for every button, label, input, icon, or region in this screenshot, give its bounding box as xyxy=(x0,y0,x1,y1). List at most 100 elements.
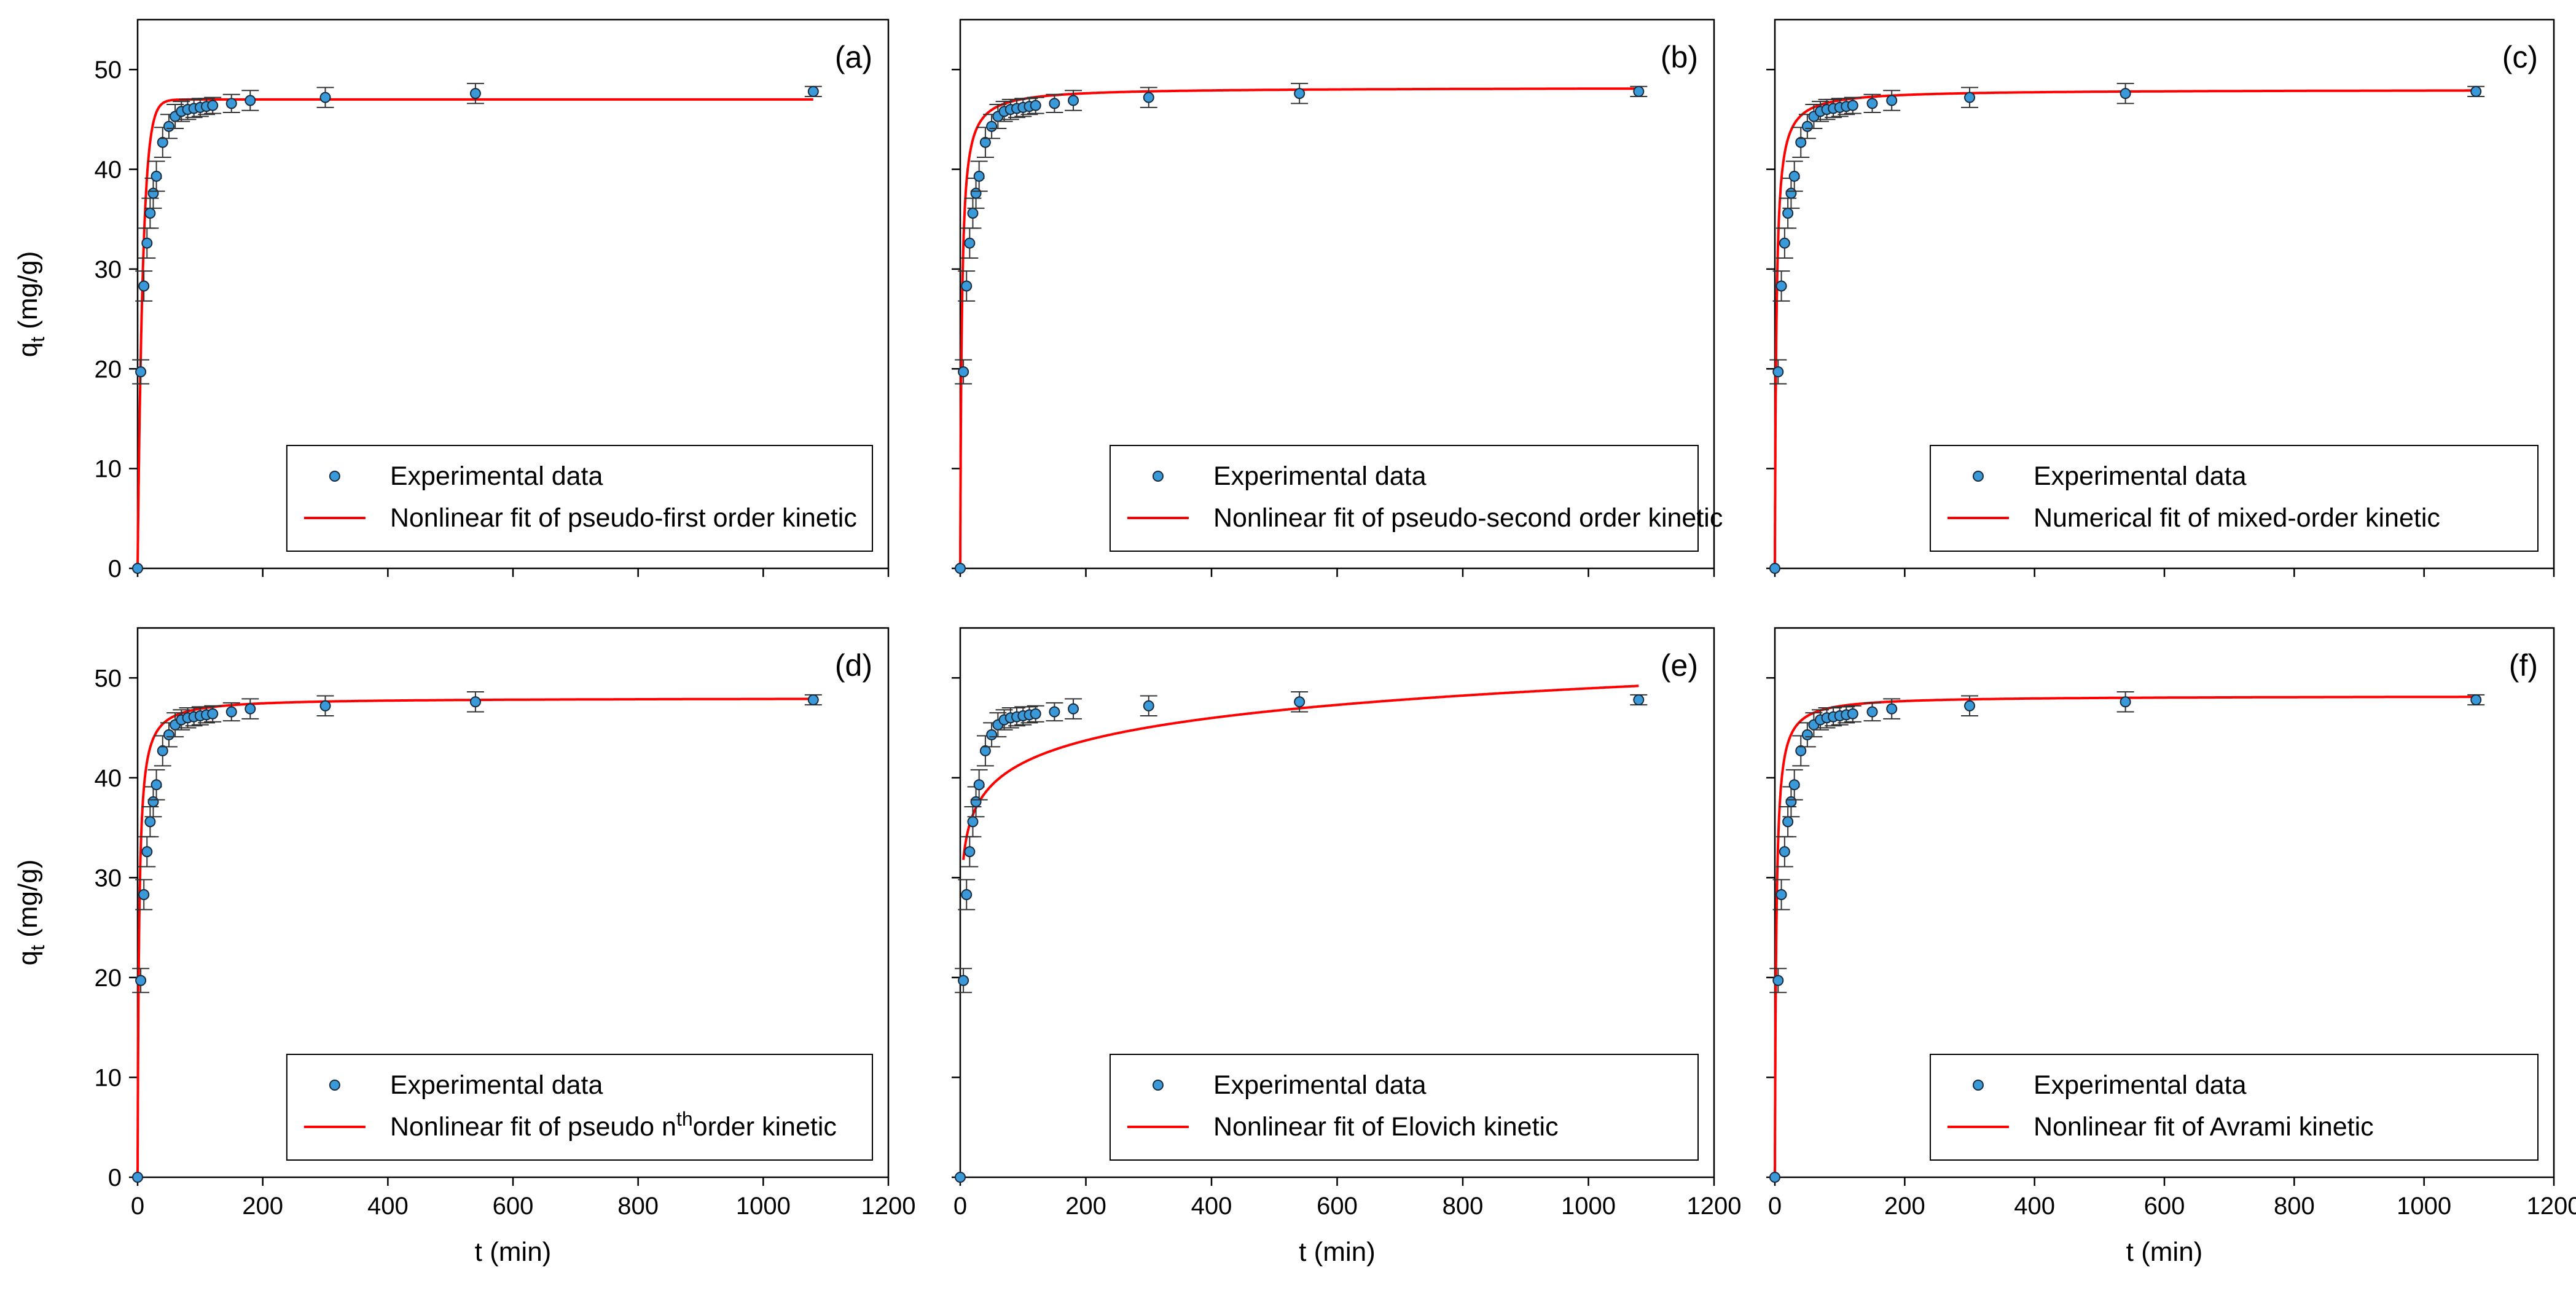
y-tick-label: 40 xyxy=(95,157,122,184)
legend-marker xyxy=(1972,1080,1984,1091)
data-point xyxy=(1049,706,1060,718)
data-point xyxy=(1143,700,1154,712)
legend-entry-fit: Nonlinear fit of pseudo-first order kine… xyxy=(390,503,857,533)
legend-text-part: Nonlinear fit of pseudo n xyxy=(390,1112,676,1142)
data-point xyxy=(1049,98,1060,109)
legend-box xyxy=(286,445,873,552)
x-tick-label: 600 xyxy=(1317,1193,1358,1220)
legend-box xyxy=(1929,445,2539,552)
y-title-unit: (mg/g) xyxy=(13,251,43,337)
data-point xyxy=(1782,816,1794,828)
data-point xyxy=(1068,703,1079,715)
x-tick-label: 800 xyxy=(1443,1193,1484,1220)
x-tick-label: 600 xyxy=(2144,1193,2185,1220)
legend-entry-experimental: Experimental data xyxy=(390,1070,603,1100)
y-title-unit: (mg/g) xyxy=(13,860,43,945)
legend-entry-fit: Nonlinear fit of Elovich kinetic xyxy=(1213,1112,1559,1142)
y-title-sub: t xyxy=(26,337,49,342)
legend-entry-experimental: Experimental data xyxy=(2034,1070,2247,1100)
fit-line xyxy=(962,684,1639,860)
data-point xyxy=(1068,95,1079,106)
legend-entry-experimental: Experimental data xyxy=(1213,1070,1427,1100)
data-point xyxy=(1788,170,1800,182)
chart-panel: 0 200 400 600 800 1000 1200 t (min) (f) Experimen… xyxy=(1766,627,2576,1267)
fit-line xyxy=(959,87,1639,568)
legend: Experimental data Numerical fit of mixed-… xyxy=(1929,445,2539,552)
data-point xyxy=(245,95,256,106)
data-point xyxy=(973,170,985,182)
data-point xyxy=(2470,694,2482,706)
data-point xyxy=(1795,745,1807,756)
data-point xyxy=(2120,696,2131,708)
legend-entry-fit: Nonlinear fit of pseudo nthorder kinetic xyxy=(390,1108,837,1142)
data-point xyxy=(144,816,156,828)
data-point xyxy=(1866,706,1878,718)
panel-label: (f) xyxy=(2509,648,2538,683)
data-point xyxy=(967,207,979,219)
data-point xyxy=(2120,88,2131,100)
data-point xyxy=(138,888,150,900)
panel-label: (e) xyxy=(1661,648,1698,683)
legend: Experimental data Nonlinear fit of pseudo… xyxy=(286,1054,873,1161)
fit-line xyxy=(136,98,813,568)
x-tick-label: 200 xyxy=(242,1193,283,1220)
data-point xyxy=(964,846,976,858)
data-point xyxy=(1294,696,1306,708)
legend-box xyxy=(1109,445,1699,552)
data-point xyxy=(986,729,998,740)
x-tick-label: 1000 xyxy=(2397,1193,2451,1220)
data-point xyxy=(979,745,991,756)
legend-entry-fit: Numerical fit of mixed-order kinetic xyxy=(2034,503,2440,533)
panel-label: (a) xyxy=(835,40,872,74)
legend-marker xyxy=(329,471,340,482)
x-tick-label: 800 xyxy=(617,1193,659,1220)
legend-entry-fit: Nonlinear fit of pseudo-second order kin… xyxy=(1213,503,1723,533)
x-tick-label: 400 xyxy=(2014,1193,2055,1220)
legend: Experimental data Nonlinear fit of pseudo… xyxy=(1109,445,1723,552)
legend-box xyxy=(1109,1054,1699,1161)
data-point xyxy=(163,120,174,132)
y-title-sub: t xyxy=(26,945,49,951)
x-tick-label: 1000 xyxy=(1561,1193,1616,1220)
data-point xyxy=(1779,237,1790,249)
data-point xyxy=(1294,88,1306,100)
data-point xyxy=(225,706,237,718)
panel-label: (c) xyxy=(2502,40,2538,74)
data-point xyxy=(141,237,153,249)
y-tick-label: 20 xyxy=(95,965,122,992)
legend-marker xyxy=(1152,1080,1164,1091)
data-point xyxy=(1886,703,1898,715)
data-point xyxy=(1801,120,1813,132)
legend-entry-experimental: Experimental data xyxy=(1213,461,1427,491)
chart-panel: 0 200 400 600 800 1000 1200 t (min) (e) Experimen… xyxy=(952,627,1742,1267)
data-point xyxy=(2470,85,2482,97)
data-point xyxy=(144,207,156,219)
data-point xyxy=(469,88,481,100)
fit-line xyxy=(136,697,813,1177)
legend: Experimental data Nonlinear fit of Avrami… xyxy=(1929,1054,2539,1161)
legend-box xyxy=(1929,1054,2539,1161)
y-tick-label: 50 xyxy=(95,57,122,84)
data-point xyxy=(958,974,969,986)
data-point xyxy=(1964,700,1975,712)
legend-marker xyxy=(1152,471,1164,482)
y-tick-label: 0 xyxy=(108,555,122,582)
data-point xyxy=(141,846,153,858)
data-point xyxy=(955,1172,966,1183)
data-point xyxy=(1795,136,1807,148)
data-point xyxy=(1772,366,1784,378)
data-point xyxy=(1143,92,1154,103)
data-point xyxy=(1788,779,1800,791)
legend-entry-experimental: Experimental data xyxy=(390,461,603,491)
y-tick-label: 40 xyxy=(95,765,122,792)
data-point xyxy=(1633,85,1645,97)
y-axis-title-bottom: qt (mg/g) xyxy=(13,860,49,966)
data-point xyxy=(469,696,481,708)
x-tick-label: 1200 xyxy=(1687,1193,1742,1220)
data-point xyxy=(319,92,331,103)
data-point xyxy=(135,366,147,378)
data-point xyxy=(964,237,976,249)
data-point xyxy=(207,708,219,720)
data-point xyxy=(138,280,150,292)
y-title-main: q xyxy=(13,342,43,357)
